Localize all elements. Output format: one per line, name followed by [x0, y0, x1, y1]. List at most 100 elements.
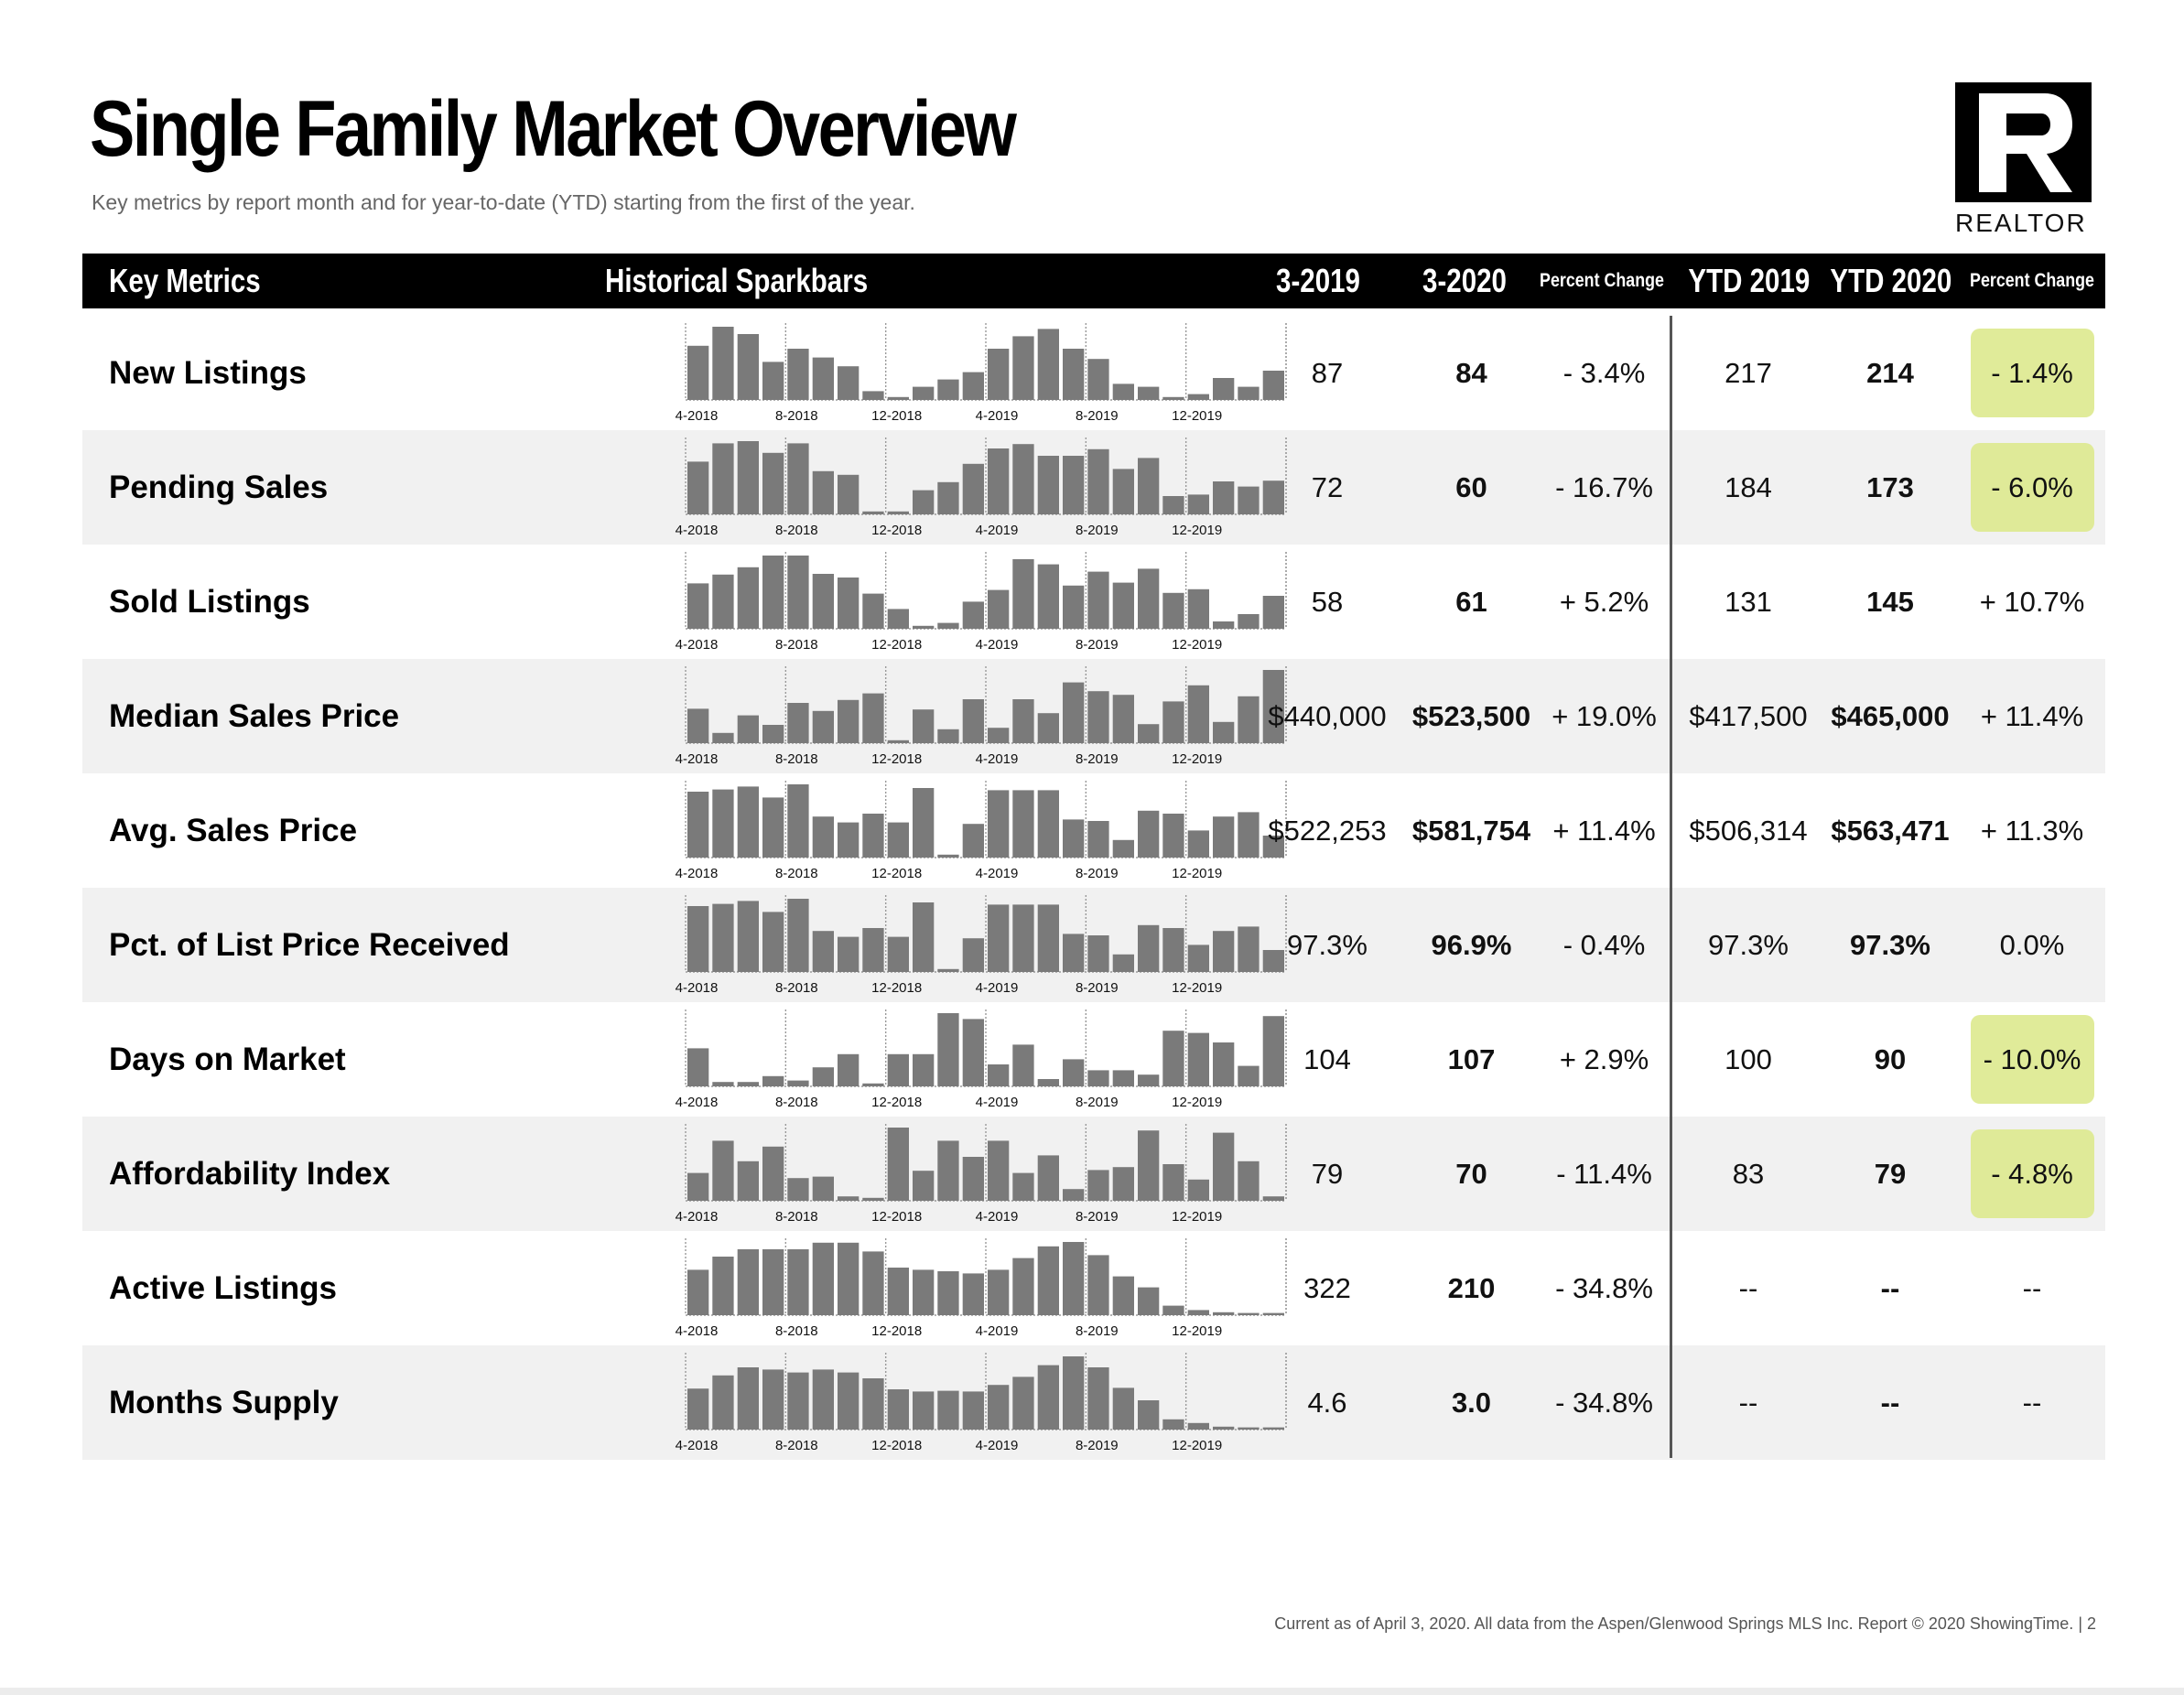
page-footer: Current as of April 3, 2020. All data fr… — [1274, 1614, 2096, 1633]
value-ytd-percent-change: + 10.7% — [1979, 586, 2085, 618]
value-ytd-percent-change: -- — [2022, 1387, 2042, 1419]
sparkbar — [1262, 596, 1284, 629]
sparkbar — [1138, 458, 1160, 514]
sparkbar — [1187, 1032, 1209, 1086]
sparkbar — [1187, 394, 1209, 400]
sparkbar — [762, 725, 784, 743]
sparkbar — [787, 1372, 809, 1430]
metric-label: Sold Listings — [109, 584, 310, 620]
metric-label: Pending Sales — [109, 470, 329, 505]
sparkbar-axis-label: 4-2019 — [976, 751, 1019, 767]
sparkbar — [812, 1242, 834, 1315]
sparkbar — [1162, 1419, 1184, 1430]
sparkbar — [1213, 1042, 1235, 1086]
value-ytd-percent-change: + 11.4% — [1980, 700, 2084, 732]
sparkbar — [1037, 329, 1059, 400]
value-ytd-2020: 90 — [1874, 1043, 1907, 1075]
sparkbar-axis-label: 8-2019 — [1076, 866, 1119, 881]
sparkbar-axis-label: 4-2018 — [676, 1438, 719, 1453]
value-ytd-percent-change: - 4.8% — [1991, 1158, 2073, 1190]
sparkbar — [1012, 1044, 1034, 1086]
value-ytd-2019: 100 — [1724, 1043, 1772, 1075]
sparkbar — [762, 556, 784, 629]
sparkbar — [812, 1176, 834, 1201]
sparkbar — [812, 710, 834, 743]
sparkbar-axis-label: 4-2019 — [976, 1095, 1019, 1110]
sparkbar — [937, 1013, 959, 1086]
sparkbar-axis-label: 12-2018 — [871, 980, 922, 996]
sparkbar — [1037, 564, 1059, 629]
sparkbar — [1063, 585, 1085, 629]
value-ytd-2019: -- — [1738, 1387, 1758, 1419]
realtor-logo: REALTOR — [1955, 82, 2094, 237]
sparkbar — [812, 1369, 834, 1430]
sparkbar-axis-label: 12-2019 — [1172, 980, 1222, 996]
sparkbar — [1213, 816, 1235, 858]
sparkbar-axis-label: 12-2018 — [871, 523, 922, 538]
highlight-badge — [1971, 443, 2094, 532]
sparkbar — [913, 625, 935, 629]
sparkbar — [762, 912, 784, 972]
sparkbar — [1087, 1255, 1109, 1315]
sparkbar — [1262, 1016, 1284, 1086]
sparkbar — [1213, 1312, 1235, 1315]
sparkbar — [1213, 1426, 1235, 1430]
sparkbar — [712, 443, 734, 514]
sparkbar — [712, 1257, 734, 1315]
sparkbar — [1063, 1242, 1085, 1315]
sparkbar-axis-label: 8-2019 — [1076, 980, 1119, 996]
value-3-2020: 84 — [1455, 357, 1487, 389]
value-ytd-2019: 131 — [1724, 586, 1772, 618]
sparkbar — [988, 790, 1010, 858]
value-ytd-2020: $563,471 — [1831, 815, 1950, 847]
sparkbar — [1063, 682, 1085, 743]
sparkbar-chart: 4-2018 8-2018 12-2018 4-2019 8-2019 12-2019 — [676, 1353, 1287, 1453]
value-ytd-2019: 97.3% — [1708, 929, 1789, 961]
sparkbar-axis-label: 8-2018 — [775, 1209, 818, 1225]
sparkbar — [1213, 378, 1235, 400]
sparkbar — [838, 578, 860, 629]
sparkbar — [1112, 954, 1134, 972]
sparkbar-axis-label: 12-2018 — [871, 866, 922, 881]
sparkbar-chart: 4-2018 8-2018 12-2018 4-2019 8-2019 12-2019 — [676, 895, 1287, 996]
sparkbar — [937, 729, 959, 743]
sparkbar — [787, 1249, 809, 1315]
metric-label: Affordability Index — [109, 1156, 391, 1192]
table-row: Sold Listings 4-2018 8-2018 12-2018 4-2019 8-… — [82, 545, 2105, 659]
sparkbar — [737, 1161, 759, 1201]
sparkbar — [1238, 1161, 1260, 1201]
sparkbar — [787, 349, 809, 400]
sparkbar-axis-label: 4-2018 — [676, 751, 719, 767]
value-3-2019: 87 — [1311, 357, 1344, 389]
sparkbar — [1138, 724, 1160, 743]
sparkbar-axis-label: 12-2018 — [871, 408, 922, 424]
sparkbar — [1138, 386, 1160, 400]
sparkbar — [1012, 1172, 1034, 1201]
sparkbar — [988, 448, 1010, 514]
sparkbar — [962, 463, 984, 514]
sparkbar — [862, 1197, 884, 1201]
sparkbar-axis-label: 12-2018 — [871, 1438, 922, 1453]
sparkbar — [962, 1273, 984, 1315]
sparkbar — [1037, 1155, 1059, 1201]
sparkbar — [962, 1019, 984, 1086]
sparkbar-axis-label: 8-2019 — [1076, 1438, 1119, 1453]
value-3-2020: 70 — [1455, 1158, 1487, 1190]
sparkbar — [762, 1369, 784, 1430]
sparkbar — [1112, 1276, 1134, 1315]
sparkbar — [1138, 1287, 1160, 1315]
sparkbar — [1162, 701, 1184, 743]
value-3-2020: $581,754 — [1411, 815, 1531, 847]
bottom-border — [0, 1688, 2184, 1695]
sparkbar — [913, 490, 935, 514]
value-3-2019: 79 — [1311, 1158, 1344, 1190]
sparkbar-axis-label: 4-2018 — [676, 980, 719, 996]
table-row: Median Sales Price 4-2018 8-2018 12-2018 4-2… — [82, 659, 2105, 773]
sparkbar — [838, 366, 860, 400]
value-ytd-2019: $506,314 — [1689, 815, 1808, 847]
page-title: Single Family Market Overview — [90, 85, 1017, 173]
sparkbar — [887, 822, 909, 858]
sparkbar — [812, 1067, 834, 1086]
value-percent-change: - 3.4% — [1562, 357, 1646, 389]
sparkbar — [937, 854, 959, 858]
